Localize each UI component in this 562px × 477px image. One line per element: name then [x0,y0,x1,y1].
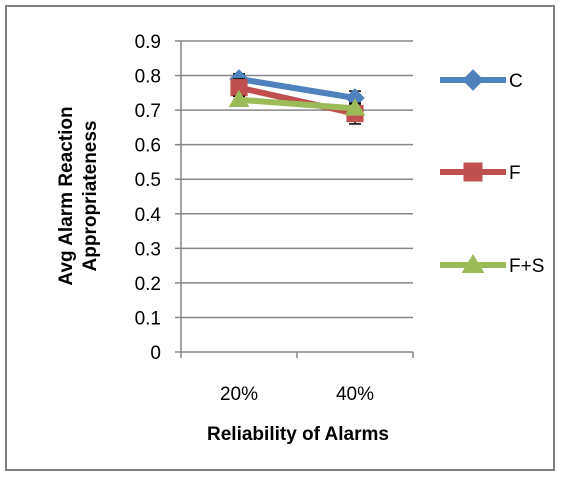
legend-item-c: C [440,69,523,92]
y-tick-label: 0.6 [135,136,161,157]
y-axis-title: Avg Alarm Reaction Appropriateness [56,106,101,285]
legend-marker [463,162,483,182]
legend-marker [461,254,485,273]
axes [175,40,414,358]
y-tick-label: 0.9 [135,32,161,53]
y-axis-title-line: Appropriateness [80,121,101,272]
legend: C F F+S [440,69,544,277]
y-tick-label: 0.2 [135,274,161,295]
y-tick-label: 0.1 [135,308,161,329]
x-axis-title: Reliability of Alarms [207,424,389,445]
x-tick-label: 40% [336,384,374,405]
data-point [344,98,366,116]
y-tick-label: 0.7 [135,101,161,122]
legend-item-f-s: F+S [440,254,544,277]
legend-marker [462,69,484,91]
gridlines [181,40,413,319]
x-tick-label: 20% [220,384,258,405]
y-tick-label: 0.3 [135,239,161,260]
legend-item-f: F [440,162,521,184]
data-point [228,89,250,107]
series-line [236,96,358,112]
series-f-s [228,89,366,116]
y-tick-label: 0 [150,343,161,364]
series-line [236,76,358,102]
x-tick-labels: 20% 40% [220,384,374,405]
y-tick-label: 0.5 [135,170,161,191]
series-group [228,69,366,125]
legend-label: F+S [509,256,544,277]
y-tick-label: 0.4 [135,205,162,226]
legend-label: F [509,163,521,184]
y-axis-title-line: Avg Alarm Reaction [56,106,77,285]
y-tick-labels: 0 0.1 0.2 0.3 0.4 0.5 0.6 0.7 0.8 0.9 [135,32,162,364]
legend-label: C [509,71,523,92]
y-tick-label: 0.8 [135,67,161,88]
